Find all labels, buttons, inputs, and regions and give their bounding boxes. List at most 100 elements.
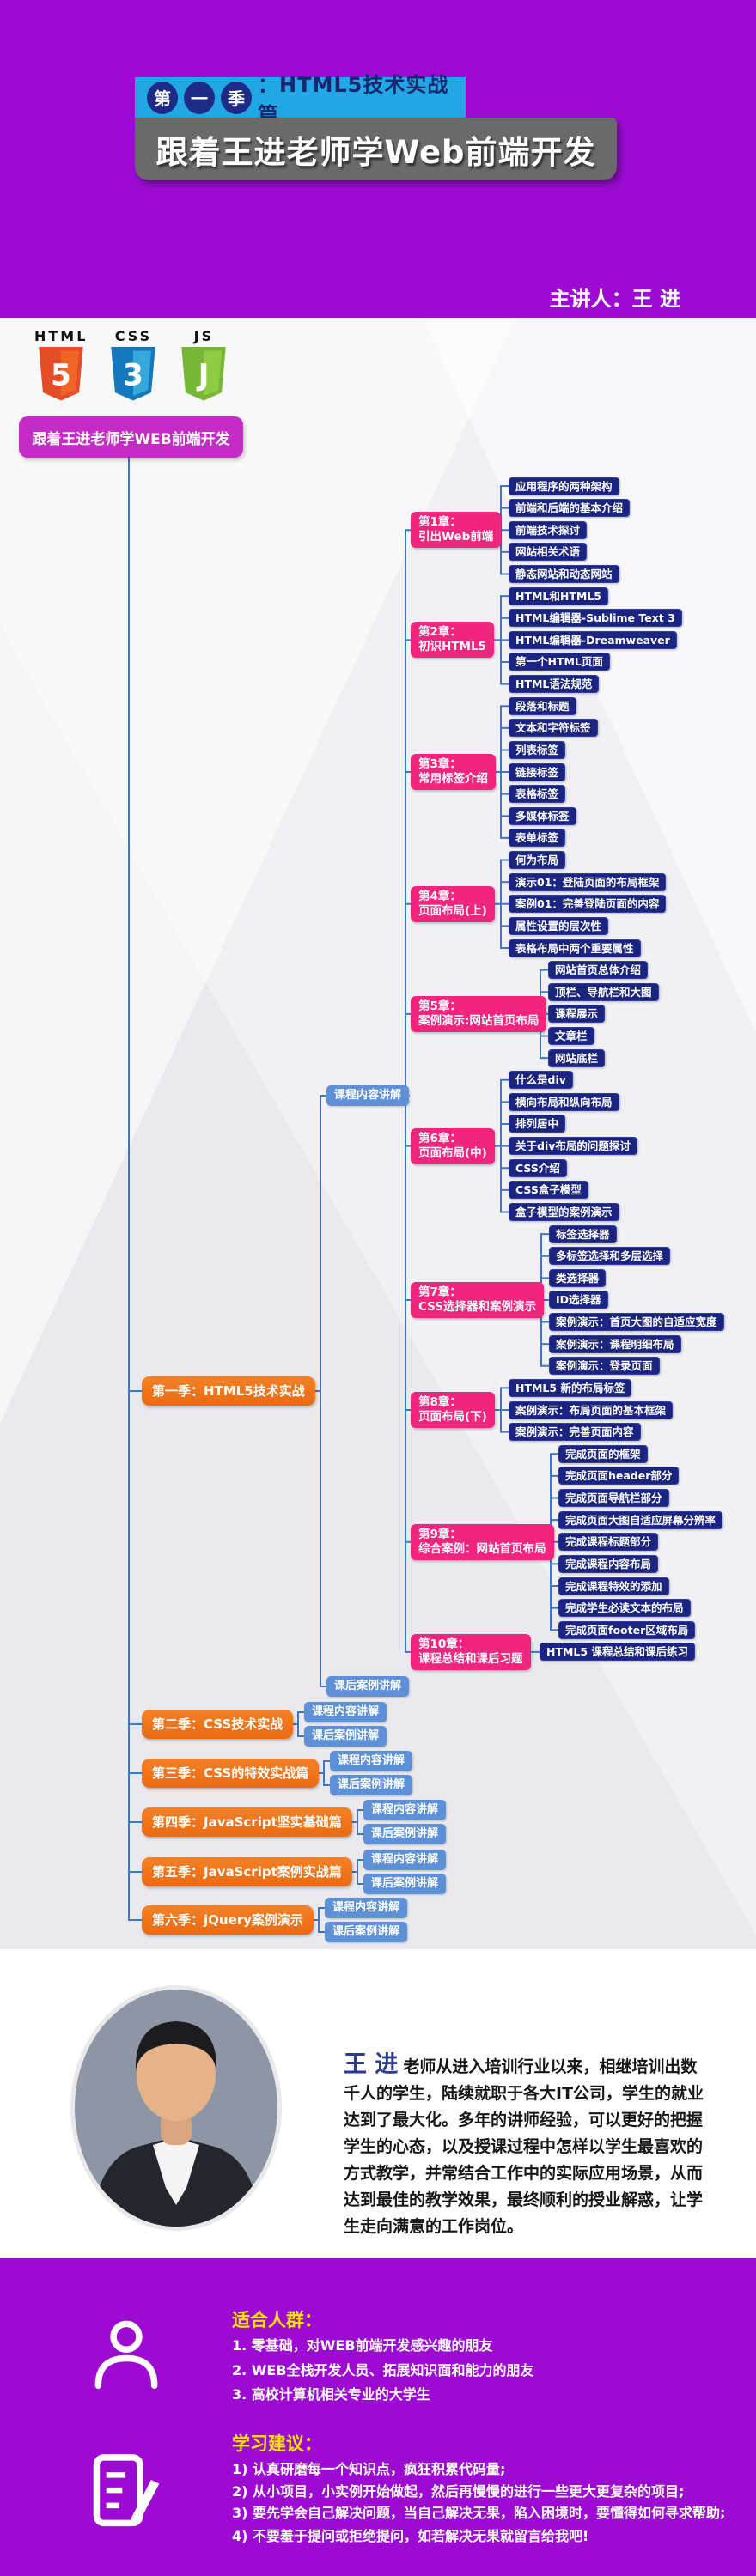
chapter-number: 第3章： <box>418 757 461 771</box>
leaf-node: 列表标签 <box>509 741 566 759</box>
leaf-node: 完成课程特效的添加 <box>558 1577 669 1595</box>
branch-node: 课程内容讲解 <box>304 1702 387 1722</box>
audience-item: 3. 高校计算机相关专业的大学生 <box>232 2386 430 2403</box>
html5-shield-icon: 5 <box>39 347 83 401</box>
instructor-name: 王 进 <box>344 2051 399 2078</box>
notebook-pencil-icon <box>93 2454 160 2527</box>
leaf-node: 横向布局和纵向布局 <box>509 1093 619 1111</box>
audience-item: 1. 零基础，对WEB前端开发感兴趣的朋友 <box>232 2337 493 2354</box>
leaf-node: 什么是div <box>509 1071 573 1089</box>
leaf-node: 完成页面的框架 <box>558 1445 648 1463</box>
chapter-node: 第5章： 案例演示:网站首页布局 <box>411 996 547 1032</box>
leaf-node: 静态网站和动态网站 <box>509 565 619 583</box>
leaf-node: 表单标签 <box>509 829 566 847</box>
audience-item: 2. WEB全栈开发人员、拓展知识面和能力的朋友 <box>232 2362 534 2379</box>
branch-node: 课后案例讲解 <box>363 1874 447 1894</box>
branch-node: 课程内容讲解 <box>330 1751 413 1771</box>
advice-item: 3) 要先学会自己解决问题，当自己解决无果，陷入困境时，要懂得如何寻求帮助; <box>232 2505 726 2521</box>
page-title: 跟着王进老师学Web前端开发 <box>155 133 596 171</box>
leaf-node: 案例01：完善登陆页面的内容 <box>509 895 667 913</box>
chapter-number: 第7章： <box>418 1285 461 1299</box>
js-logo-label: JS <box>193 328 215 344</box>
css3-logo-label: CSS <box>114 328 153 344</box>
leaf-node: 前端和后端的基本介绍 <box>509 499 631 517</box>
leaf-node: 多标签选择和多层选择 <box>549 1247 671 1265</box>
leaf-node: 标签选择器 <box>549 1225 617 1243</box>
leaf-node: 排列居中 <box>509 1115 566 1133</box>
leaf-node: 关于div布局的问题探讨 <box>509 1137 637 1155</box>
leaf-node: 案例演示：完善页面内容 <box>509 1423 641 1441</box>
leaf-node: HTML5 新的布局标签 <box>509 1379 632 1397</box>
leaf-node: CSS介绍 <box>509 1159 567 1177</box>
badge-circle: 季 <box>221 81 252 114</box>
chapter-node: 第1章： 引出Web前端 <box>411 512 502 548</box>
chapter-number: 第5章： <box>418 999 461 1013</box>
instructor-bio: 王 进老师从进入培训行业以来，相继培训出数千人的学生，陆续就职于各大IT公司，学… <box>344 2051 704 2240</box>
chapter-node: 第3章： 常用标签介绍 <box>411 754 496 790</box>
leaf-node: CSS盒子模型 <box>509 1181 588 1199</box>
season-node: 第六季：jQuery案例演示 <box>142 1905 314 1935</box>
leaf-node: 表格标签 <box>509 785 566 803</box>
svg-text:5: 5 <box>51 358 71 392</box>
season-node: 第四季：JavaScript坚实基础篇 <box>142 1807 352 1837</box>
leaf-node: 完成学生必读文本的布局 <box>558 1599 691 1617</box>
banner: 第 一 季 ：HTML5技术实战篇 跟着王进老师学Web前端开发 主讲人：王 进 <box>0 0 756 318</box>
leaf-node: 课程展示 <box>548 1005 606 1023</box>
js-logo: JS J <box>179 328 229 405</box>
chapter-title: 引出Web前端 <box>418 530 494 544</box>
branch-node: 课后案例讲解 <box>325 1922 408 1942</box>
chapter-number: 第6章： <box>418 1132 461 1145</box>
instructor-bio-text: 老师从进入培训行业以来，相继培训出数千人的学生，陆续就职于各大IT公司，学生的就… <box>344 2057 704 2236</box>
chapter-title: 案例演示:网站首页布局 <box>418 1014 540 1028</box>
leaf-node: 完成页面导航栏部分 <box>558 1489 669 1507</box>
chapter-node: 第4章： 页面布局(上) <box>411 886 495 922</box>
season-node: 第五季：JavaScript案例实战篇 <box>142 1857 352 1886</box>
advice-heading: 学习建议： <box>232 2433 322 2454</box>
leaf-node: 网站底栏 <box>548 1049 606 1067</box>
leaf-node: 网站相关术语 <box>509 543 588 561</box>
leaf-node: HTML5 课程总结和课后练习 <box>540 1643 695 1661</box>
season-node: 第二季：CSS技术实战 <box>142 1710 294 1739</box>
chapter-node: 第10章： 课程总结和课后习题 <box>411 1634 531 1670</box>
leaf-node: 段落和标题 <box>509 697 576 715</box>
leaf-node: 类选择器 <box>549 1269 607 1287</box>
presenter-label: 主讲人：王 进 <box>549 287 680 311</box>
season-node: 第三季：CSS的特效实战篇 <box>142 1759 320 1788</box>
leaf-node: 案例演示：课程明细布局 <box>549 1335 681 1353</box>
leaf-node: ID选择器 <box>549 1291 608 1309</box>
mindmap-connectors <box>128 457 559 1933</box>
leaf-node: 案例演示：登录页面 <box>549 1357 660 1375</box>
title-box: 跟着王进老师学Web前端开发 <box>135 118 617 180</box>
branch-node: 课后案例讲解 <box>326 1676 410 1697</box>
leaf-node: 演示01：登陆页面的布局框架 <box>509 873 667 891</box>
branch-node: 课程内容讲解 <box>363 1850 447 1870</box>
instructor-section: 王 进老师从进入培训行业以来，相继培训出数千人的学生，陆续就职于各大IT公司，学… <box>0 1949 756 2258</box>
leaf-node: 完成页面大图自适应屏幕分辨率 <box>558 1511 723 1529</box>
leaf-node: 第一个HTML页面 <box>509 653 610 671</box>
chapter-number: 第10章： <box>418 1637 470 1651</box>
leaf-node: 案例演示：布局页面的基本框架 <box>509 1401 674 1419</box>
chapter-title: 页面布局(上) <box>418 904 487 918</box>
leaf-node: 文章栏 <box>548 1027 594 1045</box>
branch-node: 课后案例讲解 <box>304 1726 387 1747</box>
leaf-node: 完成页面footer区域布局 <box>558 1621 696 1639</box>
audience-heading: 适合人群： <box>232 2310 322 2330</box>
chapter-title: 课程总结和课后习题 <box>418 1652 523 1666</box>
leaf-node: 文本和字符标签 <box>509 719 598 737</box>
season-badge: 第 一 季 ：HTML5技术实战篇 <box>135 73 466 127</box>
css3-shield-icon: 3 <box>111 347 156 401</box>
badge-circle: 一 <box>184 81 215 114</box>
chapter-node: 第8章： 页面布局(下) <box>411 1392 495 1428</box>
html5-logo-label: HTML <box>34 328 88 344</box>
chapter-title: 页面布局(中) <box>418 1146 487 1160</box>
leaf-node: 属性设置的层次性 <box>509 917 609 935</box>
css3-logo: CSS 3 <box>108 328 158 405</box>
leaf-node: 完成课程内容布局 <box>558 1555 659 1573</box>
leaf-node: 完成课程标题部分 <box>558 1533 659 1551</box>
branch-node: 课程内容讲解 <box>325 1898 408 1918</box>
chapter-title: 常用标签介绍 <box>418 772 488 786</box>
chapter-number: 第1章： <box>418 515 461 529</box>
chapter-node: 第6章： 页面布局(中) <box>411 1128 495 1164</box>
branch-node: 课程内容讲解 <box>326 1085 410 1106</box>
leaf-node: HTML语法规范 <box>509 675 600 693</box>
